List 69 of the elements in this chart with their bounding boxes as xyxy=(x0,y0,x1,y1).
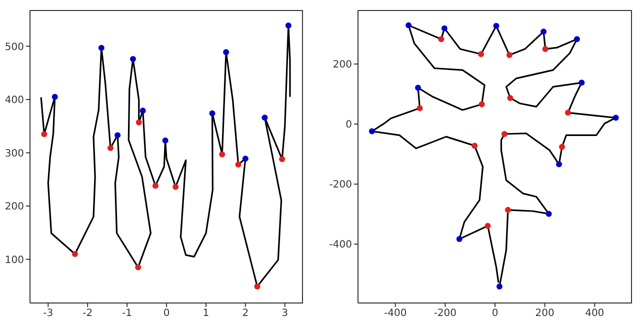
point xyxy=(507,94,514,101)
point xyxy=(130,56,136,62)
point xyxy=(564,110,571,116)
point xyxy=(152,182,158,189)
x-tick-label: -3 xyxy=(43,308,54,320)
point xyxy=(559,144,566,150)
y-tick-label: 400 xyxy=(4,95,24,106)
point xyxy=(540,28,547,35)
point xyxy=(140,108,146,114)
y-tick-label: 500 xyxy=(4,42,24,53)
point xyxy=(172,184,179,190)
point xyxy=(368,128,375,134)
point xyxy=(484,222,491,229)
point xyxy=(574,36,580,42)
point xyxy=(41,131,48,138)
point xyxy=(98,44,104,51)
point xyxy=(556,161,562,168)
point xyxy=(504,206,511,213)
y-tick-label: -200 xyxy=(329,180,352,191)
y-tick-label: -400 xyxy=(329,240,352,251)
point xyxy=(235,161,242,168)
x-tick-label: 3 xyxy=(282,308,288,320)
y-tick-label: 300 xyxy=(4,148,24,160)
y-tick-label: 0 xyxy=(346,120,352,131)
x-tick-label: 1 xyxy=(202,308,210,320)
point xyxy=(406,22,412,28)
point xyxy=(242,156,248,162)
point xyxy=(416,105,423,112)
point xyxy=(52,94,58,100)
point xyxy=(578,80,585,86)
point xyxy=(456,236,462,242)
x-tick-label: -400 xyxy=(384,308,407,320)
point xyxy=(209,110,216,116)
x-tick-label: 0 xyxy=(492,308,498,320)
point xyxy=(478,51,484,58)
y-tick-label: 200 xyxy=(332,60,352,71)
point xyxy=(262,114,268,121)
point xyxy=(472,142,478,149)
point xyxy=(223,49,230,56)
point xyxy=(107,144,114,151)
point xyxy=(285,22,292,28)
x-tick-label: 400 xyxy=(585,308,604,320)
point xyxy=(135,264,142,270)
point xyxy=(506,52,512,58)
x-tick-label: -1 xyxy=(122,308,132,320)
point xyxy=(219,151,226,158)
y-tick-label: 200 xyxy=(4,202,24,213)
point xyxy=(136,119,142,126)
y-tick-label: 100 xyxy=(4,254,24,266)
x-tick-label: 0 xyxy=(163,308,170,320)
point xyxy=(501,130,508,137)
point xyxy=(254,283,260,290)
point xyxy=(478,101,485,108)
point xyxy=(114,132,121,138)
point xyxy=(72,250,78,257)
x-tick-label: -2 xyxy=(82,308,93,320)
point xyxy=(438,36,444,42)
point xyxy=(415,84,422,91)
point xyxy=(162,138,168,144)
point xyxy=(493,22,500,29)
point xyxy=(546,210,552,217)
point xyxy=(612,114,619,121)
x-tick-label: -200 xyxy=(434,308,457,320)
point xyxy=(496,283,502,290)
point xyxy=(279,156,286,162)
point xyxy=(542,46,548,52)
x-tick-label: 2 xyxy=(242,308,249,320)
point xyxy=(441,25,448,32)
x-tick-label: 200 xyxy=(535,308,554,320)
